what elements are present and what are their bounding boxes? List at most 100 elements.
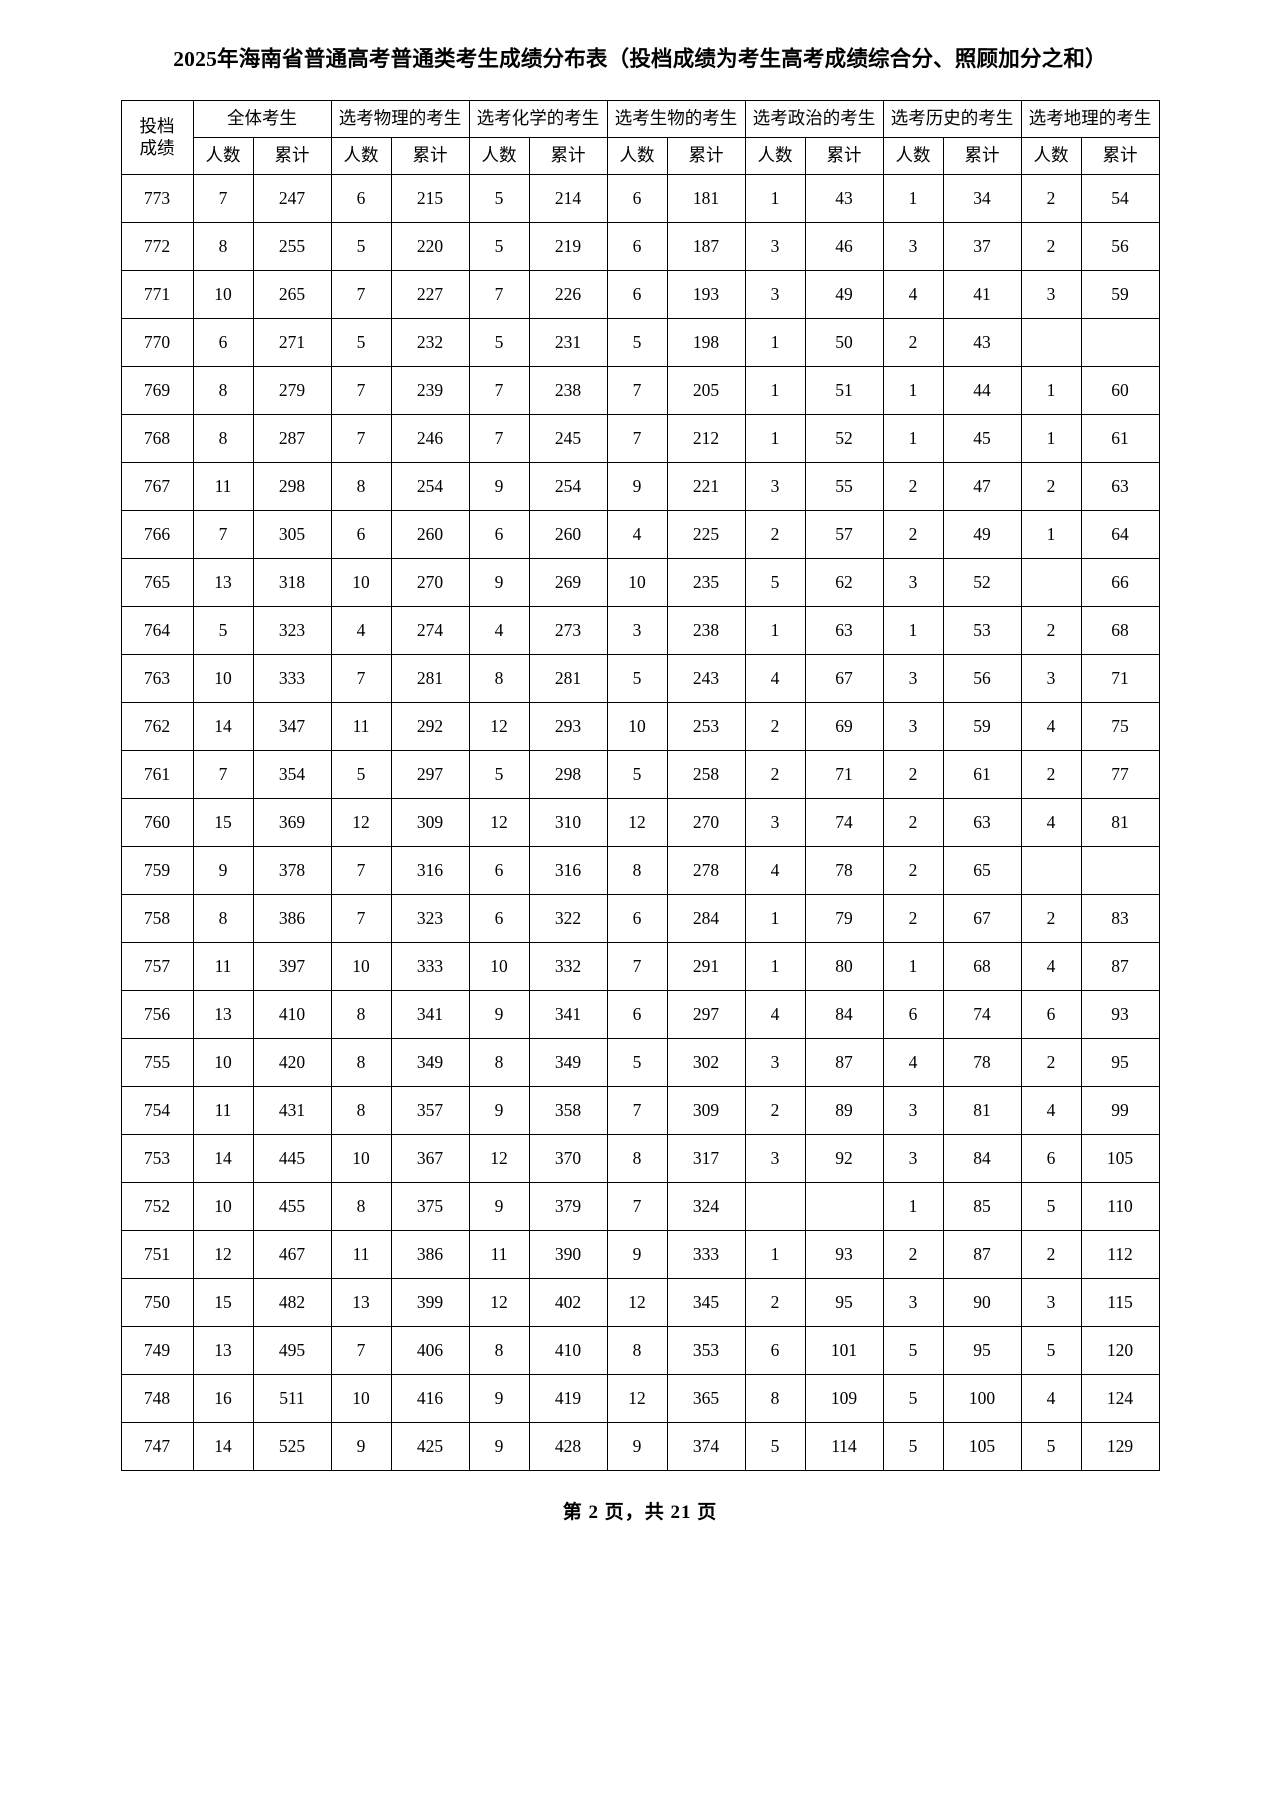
cell-count: 3: [744, 461, 806, 511]
cell-cumulative: 112: [1080, 1229, 1160, 1279]
cell-cumulative: 65: [942, 845, 1022, 895]
cell-count: 11: [192, 461, 254, 511]
cell-cumulative: 410: [528, 1325, 608, 1375]
cell-count: 1: [882, 605, 944, 655]
cell-cumulative: 84: [804, 989, 884, 1039]
cell-count: 1: [882, 941, 944, 991]
cell-cumulative: 49: [942, 509, 1022, 559]
cell-cumulative: 260: [528, 509, 608, 559]
cell-count: [1020, 317, 1082, 367]
cell-count: [1020, 845, 1082, 895]
cell-count: 9: [468, 989, 530, 1039]
cell-count: 9: [468, 461, 530, 511]
cell-count: 8: [192, 893, 254, 943]
cell-cumulative: 467: [252, 1229, 332, 1279]
cell-cumulative: 410: [252, 989, 332, 1039]
cell-count: 2: [1020, 1037, 1082, 1087]
cell-count: 3: [882, 653, 944, 703]
cell-cumulative: 278: [666, 845, 746, 895]
cell-count: 8: [330, 461, 392, 511]
cell-cumulative: 357: [390, 1085, 470, 1135]
table-row: 752 10 455 8 375 9 379 7 324 1 85 5 110: [120, 1181, 1160, 1231]
cell-score: 749: [120, 1325, 194, 1375]
cell-count: 6: [1020, 989, 1082, 1039]
cell-count: 7: [330, 893, 392, 943]
table-row: 749 13 495 7 406 8 410 8 353 6 101 5 95 5 120: [120, 1325, 1160, 1375]
cell-count: 8: [330, 1085, 392, 1135]
cell-cumulative: 87: [1080, 941, 1160, 991]
table-row: 771 10 265 7 227 7 226 6 193 3 49 4 41 3 59: [120, 269, 1160, 319]
cell-count: 4: [606, 509, 668, 559]
cell-count: 12: [606, 797, 668, 847]
header-group-physics: 选考物理的考生: [330, 99, 470, 138]
cell-count: 14: [192, 1133, 254, 1183]
cell-count: 5: [330, 749, 392, 799]
cell-cumulative: 71: [804, 749, 884, 799]
cell-cumulative: 120: [1080, 1325, 1160, 1375]
cell-score: 771: [120, 269, 194, 319]
cell-count: 3: [744, 221, 806, 271]
table-row: 755 10 420 8 349 8 349 5 302 3 87 4 78 2 95: [120, 1037, 1160, 1087]
cell-count: 8: [468, 1037, 530, 1087]
cell-count: 16: [192, 1373, 254, 1423]
cell-cumulative: 44: [942, 365, 1022, 415]
cell-cumulative: 54: [1080, 173, 1160, 223]
score-distribution-table: 投档 成绩 全体考生 选考物理的考生 选考化学的考生 选考生物的考生 选考政治的…: [120, 99, 1160, 1471]
table-row: 757 11 397 10 333 10 332 7 291 1 80 1 68 4 87: [120, 941, 1160, 991]
cell-count: 5: [1020, 1325, 1082, 1375]
cell-count: 9: [468, 1085, 530, 1135]
table-row: 747 14 525 9 425 9 428 9 374 5 114 5 105 5 129: [120, 1421, 1160, 1471]
table-row: 760 15 369 12 309 12 310 12 270 3 74 2 63 4 81: [120, 797, 1160, 847]
cell-cumulative: 293: [528, 701, 608, 751]
cell-cumulative: 495: [252, 1325, 332, 1375]
cell-cumulative: 258: [666, 749, 746, 799]
cell-count: 6: [744, 1325, 806, 1375]
header-history-cumulative: 累计: [942, 136, 1022, 175]
cell-count: 8: [330, 1181, 392, 1231]
cell-cumulative: 74: [942, 989, 1022, 1039]
cell-count: 2: [882, 749, 944, 799]
cell-cumulative: 227: [390, 269, 470, 319]
cell-count: 1: [744, 413, 806, 463]
cell-count: 4: [468, 605, 530, 655]
cell-cumulative: 100: [942, 1373, 1022, 1423]
cell-cumulative: 324: [666, 1181, 746, 1231]
page-footer: 第 2 页，共 21 页: [562, 1501, 718, 1523]
table-row: 769 8 279 7 239 7 238 7 205 1 51 1 44 1 60: [120, 365, 1160, 415]
cell-cumulative: 124: [1080, 1373, 1160, 1423]
cell-cumulative: 68: [942, 941, 1022, 991]
cell-count: 7: [330, 845, 392, 895]
cell-cumulative: 333: [390, 941, 470, 991]
cell-cumulative: 221: [666, 461, 746, 511]
cell-cumulative: 63: [1080, 461, 1160, 511]
cell-count: 3: [882, 557, 944, 607]
cell-cumulative: 365: [666, 1373, 746, 1423]
cell-count: 12: [606, 1277, 668, 1327]
cell-cumulative: 274: [390, 605, 470, 655]
cell-score: 762: [120, 701, 194, 751]
cell-cumulative: 347: [252, 701, 332, 751]
cell-count: 6: [468, 893, 530, 943]
header-chemistry-count: 人数: [468, 136, 530, 175]
header-all-count: 人数: [192, 136, 254, 175]
cell-cumulative: 84: [942, 1133, 1022, 1183]
cell-count: 14: [192, 701, 254, 751]
cell-count: 10: [192, 1037, 254, 1087]
cell-cumulative: 95: [804, 1277, 884, 1327]
cell-count: 4: [744, 845, 806, 895]
cell-cumulative: 323: [390, 893, 470, 943]
cell-score: 755: [120, 1037, 194, 1087]
cell-cumulative: 181: [666, 173, 746, 223]
cell-count: 11: [192, 1085, 254, 1135]
table-row: 765 13 318 10 270 9 269 10 235 5 62 3 52 66: [120, 557, 1160, 607]
cell-count: 5: [468, 173, 530, 223]
cell-cumulative: 95: [1080, 1037, 1160, 1087]
cell-count: 10: [330, 557, 392, 607]
cell-cumulative: 99: [1080, 1085, 1160, 1135]
table-header-group-row: 投档 成绩 全体考生 选考物理的考生 选考化学的考生 选考生物的考生 选考政治的…: [120, 99, 1160, 175]
cell-cumulative: 215: [390, 173, 470, 223]
cell-count: 15: [192, 1277, 254, 1327]
cell-count: 2: [882, 845, 944, 895]
cell-cumulative: 51: [804, 365, 884, 415]
